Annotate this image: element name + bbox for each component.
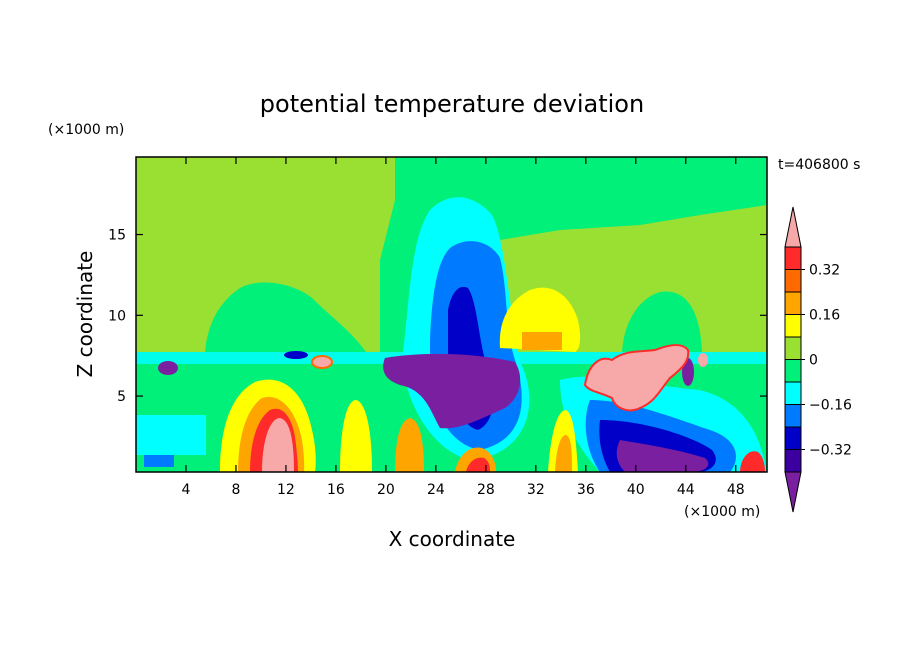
y-tick-label: 5	[117, 389, 126, 405]
plot-frame	[135, 156, 768, 473]
orange-cap	[522, 332, 562, 350]
colorbar-band	[784, 404, 802, 428]
purple-tongue	[383, 353, 521, 429]
blue-spot-14	[284, 351, 308, 359]
colorbar-tick-label: −0.16	[809, 398, 852, 414]
x-tick-label: 20	[377, 482, 395, 498]
colorbar-tick-label: 0.32	[809, 263, 840, 279]
colorbar-band	[784, 291, 802, 315]
y-axis-ticks: 5 10 15	[108, 228, 767, 405]
x-tick-label: 36	[577, 482, 595, 498]
colorbar-tick-label: 0.16	[809, 308, 840, 324]
plot-area	[136, 157, 767, 472]
orange-plume-mid	[395, 418, 424, 472]
colorbar-band	[784, 449, 802, 473]
time-label: t=406800 s	[778, 157, 860, 173]
x-tick-label: 40	[627, 482, 645, 498]
y-tick-label: 10	[108, 308, 126, 324]
orange-plume-34	[555, 435, 572, 472]
colorbar-band	[784, 269, 802, 293]
y-tick-label: 15	[108, 228, 126, 244]
purple-lower-right	[616, 440, 709, 472]
yellow-plume-mid	[340, 400, 372, 472]
pink-plume-left	[262, 418, 294, 472]
chart-title: potential temperature deviation	[260, 90, 644, 118]
red-spot-right	[740, 451, 765, 472]
x-axis-ticks: 4 8 12 16 20 24 28 32 36 40 44 48	[182, 157, 745, 498]
x-axis-unit: (×1000 m)	[684, 504, 760, 520]
x-tick-label: 24	[427, 482, 445, 498]
colorbar-tick-label: −0.32	[809, 443, 852, 459]
x-tick-label: 8	[231, 482, 240, 498]
blue-blob-left	[144, 455, 174, 467]
colorbar-band	[784, 314, 802, 338]
x-tick-label: 32	[527, 482, 545, 498]
cyan-lower-left	[136, 415, 206, 455]
y-axis-unit: (×1000 m)	[48, 122, 124, 138]
colorbar-band	[784, 246, 802, 270]
colorbar	[784, 206, 802, 513]
colorbar-band	[784, 426, 802, 450]
colorbar-tick-label: 0	[809, 353, 818, 369]
pink-spot-left	[311, 355, 333, 369]
green-lobe-right	[622, 291, 702, 352]
colorbar-band	[784, 359, 802, 383]
colorbar-band	[784, 381, 802, 405]
red-plume-28	[466, 457, 490, 472]
x-tick-label: 16	[327, 482, 345, 498]
colorbar-over-triangle	[784, 206, 802, 248]
x-tick-label: 48	[727, 482, 745, 498]
x-tick-label: 12	[277, 482, 295, 498]
x-tick-label: 28	[477, 482, 495, 498]
colorbar-ticks: 0.32 0.16 0 −0.16 −0.32	[801, 263, 852, 459]
pink-blob-right	[583, 344, 690, 412]
x-axis-title: X coordinate	[389, 527, 516, 551]
pink-spot-small	[698, 353, 708, 367]
colorbar-under-triangle	[784, 471, 802, 513]
x-tick-label: 4	[182, 482, 191, 498]
purple-spot-left	[158, 361, 178, 375]
y-axis-title: Z coordinate	[73, 251, 97, 378]
green-lobe-left	[205, 282, 366, 352]
x-tick-label: 44	[677, 482, 695, 498]
colorbar-band	[784, 336, 802, 360]
